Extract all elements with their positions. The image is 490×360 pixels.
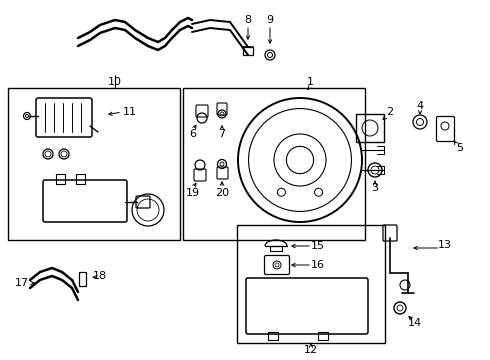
Text: 15: 15	[311, 241, 325, 251]
Bar	[76, 174, 85, 184]
Text: 2: 2	[387, 107, 393, 117]
Text: 20: 20	[215, 188, 229, 198]
Bar	[268, 332, 278, 340]
Text: 17: 17	[15, 278, 29, 288]
Text: 13: 13	[438, 240, 452, 250]
Text: 8: 8	[245, 15, 251, 25]
Text: 3: 3	[371, 183, 378, 193]
Text: 6: 6	[190, 129, 196, 139]
Bar	[243, 47, 253, 55]
Text: 16: 16	[311, 260, 325, 270]
Text: 19: 19	[186, 188, 200, 198]
Text: 11: 11	[123, 107, 137, 117]
Bar	[237, 225, 385, 343]
Text: 14: 14	[408, 318, 422, 328]
Text: 7: 7	[219, 129, 225, 139]
Text: 18: 18	[93, 271, 107, 281]
Text: 9: 9	[267, 15, 273, 25]
Bar	[356, 114, 384, 142]
Text: 12: 12	[304, 345, 318, 355]
Text: 5: 5	[457, 143, 464, 153]
Bar	[79, 272, 86, 286]
Text: 10: 10	[108, 77, 122, 87]
Bar	[183, 88, 365, 240]
Bar	[56, 174, 65, 184]
Bar	[8, 88, 180, 240]
Text: 4: 4	[416, 101, 423, 111]
Text: 1: 1	[307, 77, 314, 87]
Bar	[270, 246, 282, 251]
Bar	[318, 332, 328, 340]
